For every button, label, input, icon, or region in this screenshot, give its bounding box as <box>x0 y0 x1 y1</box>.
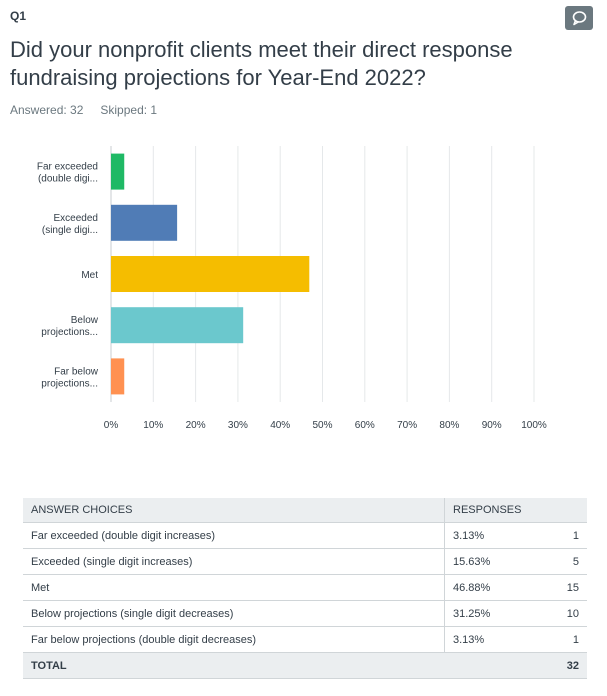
category-label: Far below <box>54 366 99 377</box>
question-number: Q1 <box>10 9 27 23</box>
category-label: (single digi... <box>42 225 98 236</box>
bar[interactable] <box>111 204 178 241</box>
category-label: Exceeded <box>54 213 98 224</box>
category-labels: Far exceeded(double digi... Exceeded(sing… <box>37 162 99 390</box>
response-percent: 31.25% <box>444 600 541 627</box>
total-spacer <box>444 652 541 679</box>
x-tick-label: 100% <box>521 420 547 431</box>
x-tick-label: 30% <box>228 420 248 431</box>
bar[interactable] <box>111 153 125 190</box>
table-row: Far below projections (double digit decr… <box>23 626 587 653</box>
total-row: TOTAL 32 <box>23 652 587 679</box>
answer-choice: Below projections (single digit decrease… <box>23 600 445 627</box>
response-count: 15 <box>541 574 587 601</box>
x-tick-label: 40% <box>270 420 290 431</box>
category-label: Far exceeded <box>37 162 98 173</box>
x-tick-label: 50% <box>312 420 332 431</box>
answer-choice: Far below projections (double digit decr… <box>23 626 445 653</box>
category-label: Met <box>81 270 98 281</box>
total-count: 32 <box>541 652 587 679</box>
response-percent: 15.63% <box>444 548 541 575</box>
question-title: Did your nonprofit clients meet their di… <box>10 37 513 90</box>
x-tick-label: 60% <box>355 420 375 431</box>
category-label: projections... <box>41 378 98 389</box>
bar[interactable] <box>111 358 125 395</box>
answer-table: ANSWER CHOICES RESPONSES Far exceeded (d… <box>23 498 587 679</box>
response-count: 5 <box>541 548 587 575</box>
answered-count: Answered: 32 <box>10 103 84 117</box>
answer-choice: Met <box>23 574 445 601</box>
response-count: 1 <box>541 522 587 549</box>
table-row: Below projections (single digit decrease… <box>23 600 587 627</box>
x-tick-label: 80% <box>439 420 459 431</box>
category-label: Below <box>71 315 99 326</box>
response-count: 1 <box>541 626 587 653</box>
category-label: projections... <box>41 327 98 338</box>
table-header-row: ANSWER CHOICES RESPONSES <box>23 498 587 523</box>
answer-choice: Far exceeded (double digit increases) <box>23 522 445 549</box>
category-label: (double digi... <box>38 174 98 185</box>
bar[interactable] <box>111 256 310 292</box>
table-row: Far exceeded (double digit increases) 3.1… <box>23 522 587 549</box>
response-stats: Answered: 32 Skipped: 1 <box>10 103 157 117</box>
table-row: Exceeded (single digit increases) 15.63% 5 <box>23 548 587 575</box>
x-tick-label: 10% <box>143 420 163 431</box>
x-tick-label: 20% <box>186 420 206 431</box>
chart-bars <box>111 153 310 395</box>
response-percent: 3.13% <box>444 626 541 653</box>
bar[interactable] <box>111 307 244 344</box>
skipped-count: Skipped: 1 <box>100 103 158 117</box>
bar-chart: Far exceeded(double digi... Exceeded(sing… <box>37 146 547 431</box>
total-label: TOTAL <box>23 652 445 679</box>
x-tick-label: 90% <box>482 420 502 431</box>
response-percent: 46.88% <box>444 574 541 601</box>
x-tick-labels: 0% 10% 20% 30% 40% 50% 60% 70% 80% 90% 100% <box>104 420 547 431</box>
answer-choices-header: ANSWER CHOICES <box>23 498 445 523</box>
responses-header: RESPONSES <box>444 498 587 523</box>
response-count: 10 <box>541 600 587 627</box>
x-tick-label: 0% <box>104 420 119 431</box>
comment-button[interactable] <box>565 6 593 30</box>
response-percent: 3.13% <box>444 522 541 549</box>
comment-bubble-icon <box>572 11 587 26</box>
answer-choice: Exceeded (single digit increases) <box>23 548 445 575</box>
x-tick-label: 70% <box>397 420 417 431</box>
table-row: Met 46.88% 15 <box>23 574 587 601</box>
